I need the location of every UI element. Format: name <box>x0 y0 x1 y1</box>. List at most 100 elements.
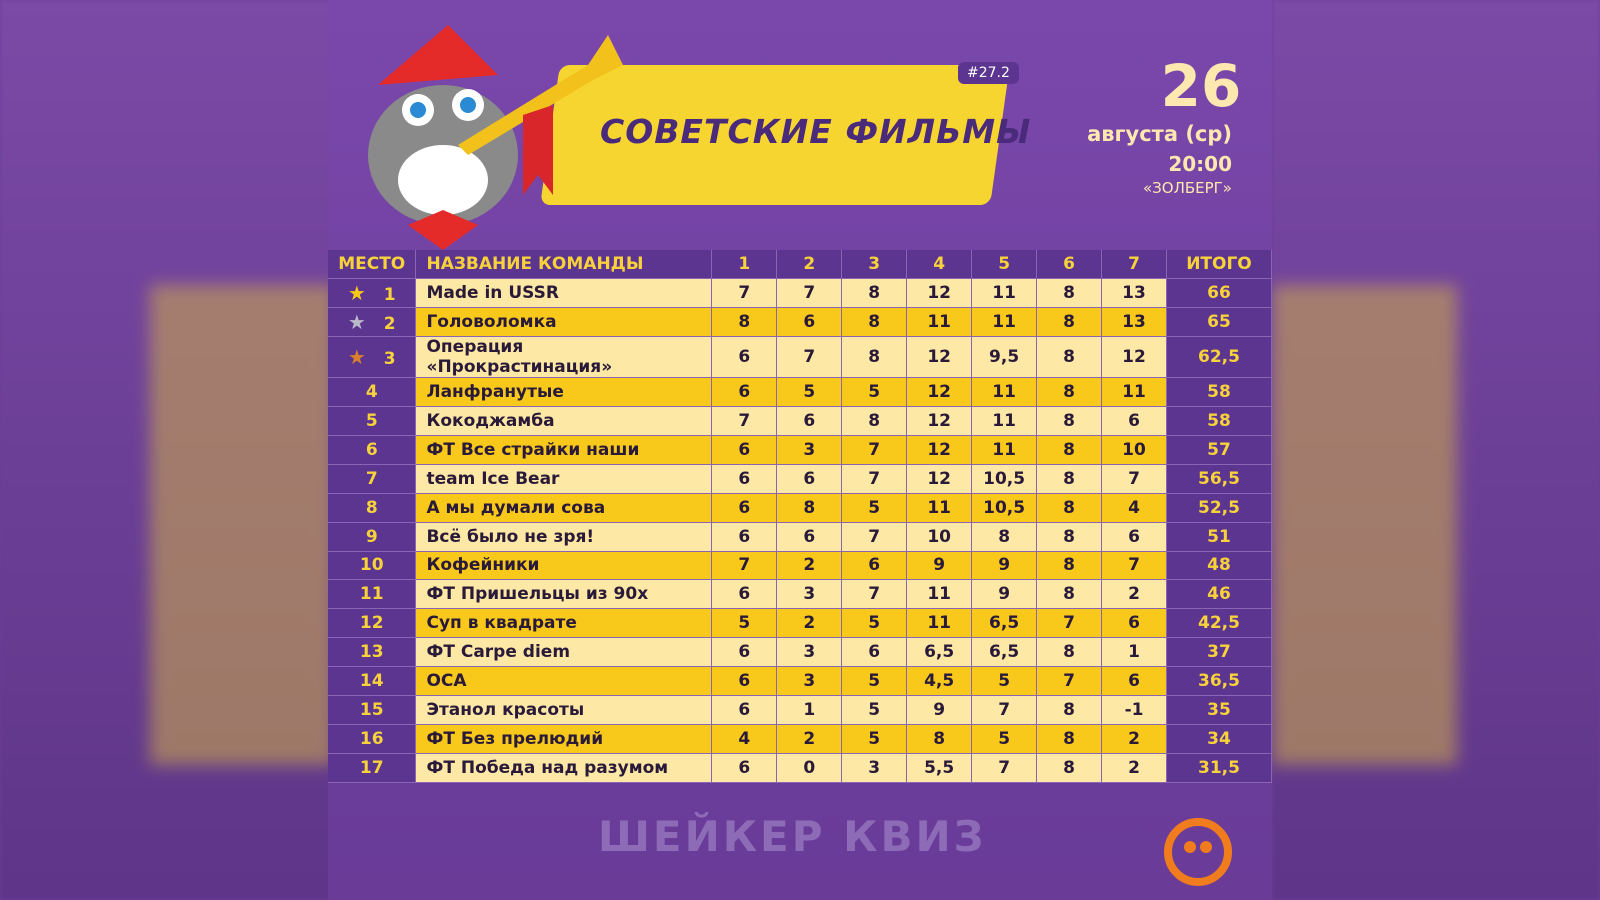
score-cell: 2 <box>776 724 843 754</box>
score-cell: 8 <box>776 493 843 523</box>
cell-text: 7 <box>868 439 881 460</box>
cell-text: 12 <box>927 439 951 460</box>
score-cell: 6 <box>711 435 778 465</box>
cell-text: 37 <box>1207 642 1231 663</box>
score-cell: 6 <box>1101 666 1167 696</box>
cell-text: 7 <box>1128 468 1140 489</box>
result-row: 11 ФТ Пришельцы из 90х 6 3 7 11 9 8 2 46 <box>328 579 1273 610</box>
score-cell: 6 <box>711 464 778 494</box>
cell-text: 6 <box>868 555 881 576</box>
cell-text: 10 <box>927 526 951 547</box>
cell-text: 10 <box>1122 439 1146 460</box>
cell-text: 6,5 <box>989 642 1020 663</box>
cell-text: 7 <box>998 699 1011 720</box>
score-cell: 2 <box>1101 753 1167 783</box>
score-cell: 6 <box>711 753 778 783</box>
score-cell: 3 <box>841 753 908 783</box>
score-cell: 0 <box>776 753 843 783</box>
cell-text: 9 <box>365 526 378 547</box>
total-cell: 42,5 <box>1166 608 1273 639</box>
score-cell: 6 <box>1101 522 1167 552</box>
cell-text: 3 <box>803 642 816 663</box>
cell-text: 7 <box>1128 555 1140 576</box>
score-cell: 6 <box>841 637 908 668</box>
score-cell: 8 <box>1036 336 1103 379</box>
cell-text: Операция «Прокрастинация» <box>426 337 613 378</box>
score-cell: 10,5 <box>971 464 1038 494</box>
cell-text: 8 <box>868 411 881 431</box>
name-cell: ФТ Победа над разумом <box>415 753 713 783</box>
name-cell: Этанол красоты <box>415 695 713 725</box>
cell-text: 6 <box>1128 526 1140 547</box>
name-cell: team Ice Bear <box>415 464 713 494</box>
cell-text: Ланфранутые <box>426 382 564 403</box>
cell-text: 2 <box>803 555 816 576</box>
place-cell: 4 <box>328 377 417 408</box>
cell-text: 3 <box>803 671 816 692</box>
cell-text: 8 <box>998 526 1011 547</box>
cell-text: 6 <box>738 439 751 460</box>
score-cell: 6 <box>711 637 778 668</box>
score-cell: 5 <box>971 724 1038 754</box>
score-cell: 4 <box>711 724 778 754</box>
result-row: 13 ФТ Carpe diem 6 3 6 6,5 6,5 8 1 37 <box>328 637 1273 668</box>
logo <box>1164 818 1232 886</box>
medal-star: ★ <box>347 345 366 370</box>
cell-text: 11 <box>992 411 1016 431</box>
score-cell: 11 <box>971 377 1038 408</box>
cell-text: 11 <box>992 312 1016 333</box>
score-cell: 1 <box>1101 637 1167 668</box>
result-row: 7 team Ice Bear 6 6 7 12 10,5 8 7 56,5 <box>328 464 1273 494</box>
results-table: МЕСТО НАЗВАНИЕ КОМАНДЫ 1 2 3 4 5 6 7 ИТОГО ★ 1 Made … <box>328 250 1273 783</box>
score-cell: 5 <box>971 666 1038 696</box>
total-cell: 58 <box>1166 406 1273 436</box>
column-header: 1 <box>711 250 778 280</box>
score-cell: 6 <box>711 522 778 552</box>
cell-text: 6 <box>1128 411 1140 431</box>
score-cell: 11 <box>906 579 973 610</box>
cell-text: 9,5 <box>989 347 1020 368</box>
total-cell: 66 <box>1166 278 1273 309</box>
score-cell: 4 <box>1101 493 1167 523</box>
poster: СОВЕТСКИЕ ФИЛЬМЫ #27.2 26 августа (ср) 2… <box>328 0 1273 900</box>
score-cell: 6 <box>711 493 778 523</box>
cell-text: 48 <box>1207 555 1231 576</box>
place-cell: ★ 3 <box>328 336 417 379</box>
score-cell: 7 <box>776 278 843 309</box>
cell-text: 7 <box>1063 613 1075 634</box>
cell-text: 8 <box>738 312 751 333</box>
score-cell: 5 <box>841 377 908 408</box>
total-cell: 36,5 <box>1166 666 1273 696</box>
cell-text: 2 <box>803 728 816 749</box>
cell-text: 6 <box>1128 613 1140 634</box>
cell-text: 7 <box>365 468 378 489</box>
score-cell: 9 <box>906 551 973 581</box>
cell-text: 42,5 <box>1198 613 1240 634</box>
title: СОВЕТСКИЕ ФИЛЬМЫ <box>600 112 1032 151</box>
score-cell: 9 <box>971 579 1038 610</box>
cell-text: 8 <box>933 728 946 749</box>
score-cell: 2 <box>776 551 843 581</box>
cell-text: 10 <box>359 555 384 576</box>
name-cell: Made in USSR <box>415 278 713 309</box>
medal-star: ★ <box>347 310 366 335</box>
score-cell: 8 <box>1036 435 1103 465</box>
score-cell: 7 <box>1036 608 1103 639</box>
score-cell: 8 <box>711 307 778 338</box>
result-row: 14 ОСА 6 3 5 4,5 5 7 6 36,5 <box>328 666 1273 696</box>
cell-text: 51 <box>1207 526 1231 547</box>
place-cell: 10 <box>328 551 417 581</box>
score-cell: 2 <box>1101 724 1167 754</box>
score-cell: 11 <box>906 608 973 639</box>
result-row: 8 А мы думали сова 6 8 5 11 10,5 8 4 52,5 <box>328 493 1273 523</box>
cell-text: 8 <box>1063 439 1075 460</box>
cell-text: 11 <box>1122 382 1146 403</box>
cell-text: 11 <box>927 584 951 605</box>
score-cell: 8 <box>1036 637 1103 668</box>
cell-text: 3 <box>383 349 396 370</box>
result-row: 6 ФТ Все страйки наши 6 3 7 12 11 8 10 57 <box>328 435 1273 465</box>
total-cell: 46 <box>1166 579 1273 610</box>
cell-text: 7 <box>868 584 881 605</box>
score-cell: 8 <box>1036 278 1103 309</box>
cell-text: 62,5 <box>1198 347 1240 368</box>
